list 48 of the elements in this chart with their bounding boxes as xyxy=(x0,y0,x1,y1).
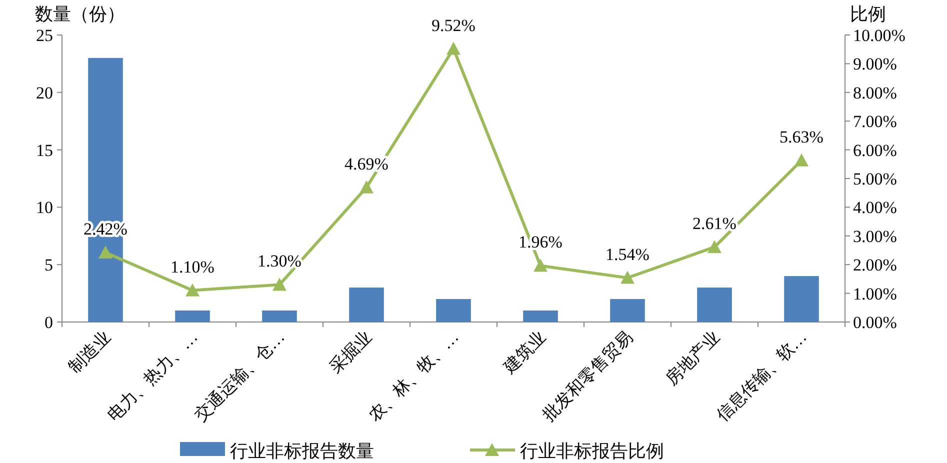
x-tick-label: 房地产业 xyxy=(662,327,724,389)
data-label: 5.63% xyxy=(780,127,824,146)
point xyxy=(794,153,808,166)
bar xyxy=(610,299,645,322)
y2-tick-label: 6.00% xyxy=(853,140,897,160)
y-tick-label: 0 xyxy=(44,313,53,332)
legend-label: 行业非标报告比例 xyxy=(520,441,664,461)
bar xyxy=(784,276,819,322)
y2-tick-label: 3.00% xyxy=(853,226,897,246)
bar xyxy=(436,299,471,322)
y2-tick-label: 1.00% xyxy=(853,284,897,304)
data-label: 1.30% xyxy=(258,252,302,271)
data-label: 9.52% xyxy=(432,16,476,35)
bar xyxy=(262,310,297,322)
x-tick-label: 建筑业 xyxy=(499,327,550,378)
y-tick-label: 20 xyxy=(36,83,53,102)
y-tick-label: 10 xyxy=(36,198,53,218)
y2-tick-label: 2.00% xyxy=(853,256,897,275)
y2-tick-label: 5.00% xyxy=(853,170,897,188)
y2-tick-label: 4.00% xyxy=(853,198,897,218)
point xyxy=(272,278,286,291)
x-tick-label: 采掘业 xyxy=(326,327,376,377)
bar xyxy=(175,310,210,322)
point xyxy=(446,42,460,55)
data-label: 1.10% xyxy=(170,257,214,276)
y-tick-label: 15 xyxy=(36,140,53,160)
legend-label: 行业非标报告数量 xyxy=(230,441,374,461)
point xyxy=(708,240,722,254)
data-label: 2.61% xyxy=(692,214,736,234)
point xyxy=(620,270,634,284)
y2-tick-label: 8.00% xyxy=(853,83,897,102)
bar xyxy=(349,288,384,322)
y2-tick-label: 7.00% xyxy=(853,112,897,132)
y-tick-label: 5 xyxy=(44,256,53,275)
y-tick-label: 25 xyxy=(36,26,53,45)
data-label: 1.54% xyxy=(606,244,650,264)
bar xyxy=(697,288,732,322)
y2-tick-label: 0.00% xyxy=(853,313,897,332)
y2-tick-label: 10.00% xyxy=(853,26,906,45)
bar xyxy=(523,310,558,322)
y2-axis-title: 比例 xyxy=(850,4,886,24)
point xyxy=(186,283,200,296)
y2-tick-label: 9.00% xyxy=(853,54,897,74)
y-axis-title: 数量（份） xyxy=(35,4,125,24)
x-tick-label: 制造业 xyxy=(64,327,114,377)
point xyxy=(98,246,112,259)
point xyxy=(360,180,374,194)
point xyxy=(534,258,548,272)
